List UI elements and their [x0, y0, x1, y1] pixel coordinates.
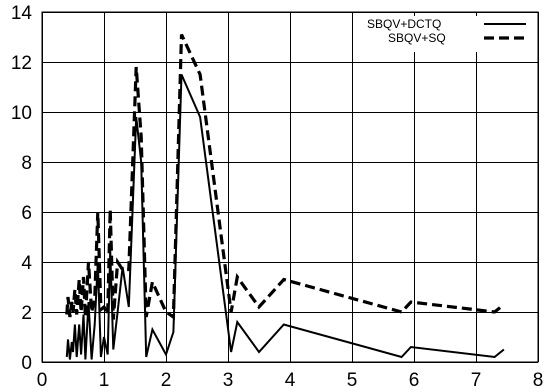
- legend-label-1: SBQV+DCTQ: [367, 17, 441, 31]
- legend-box: [365, 16, 535, 52]
- x-tick-label: 6: [409, 370, 420, 391]
- legend-label-2: SBQV+SQ: [388, 31, 446, 45]
- y-tick-label: 12: [11, 53, 32, 74]
- series-layer: [65, 33, 505, 360]
- y-tick-label: 10: [11, 103, 32, 124]
- x-tick-label: 8: [533, 370, 544, 391]
- y-tick-label: 4: [21, 253, 32, 274]
- y-tick-label: 0: [21, 353, 32, 374]
- y-tick-label: 14: [11, 3, 33, 24]
- x-tick-label: 0: [37, 370, 48, 391]
- x-tick-label: 2: [161, 370, 172, 391]
- x-tick-label: 3: [223, 370, 234, 391]
- series-line-2: [65, 33, 505, 320]
- x-tick-label: 5: [347, 370, 358, 391]
- y-tick-label: 6: [21, 203, 32, 224]
- series-line-1: [65, 74, 505, 360]
- x-tick-label: 7: [471, 370, 482, 391]
- x-tick-label: 4: [285, 370, 296, 391]
- x-tick-label: 1: [99, 370, 110, 391]
- y-tick-label: 8: [21, 153, 32, 174]
- plot-frame: [41, 11, 539, 363]
- y-tick-label: 2: [21, 303, 32, 324]
